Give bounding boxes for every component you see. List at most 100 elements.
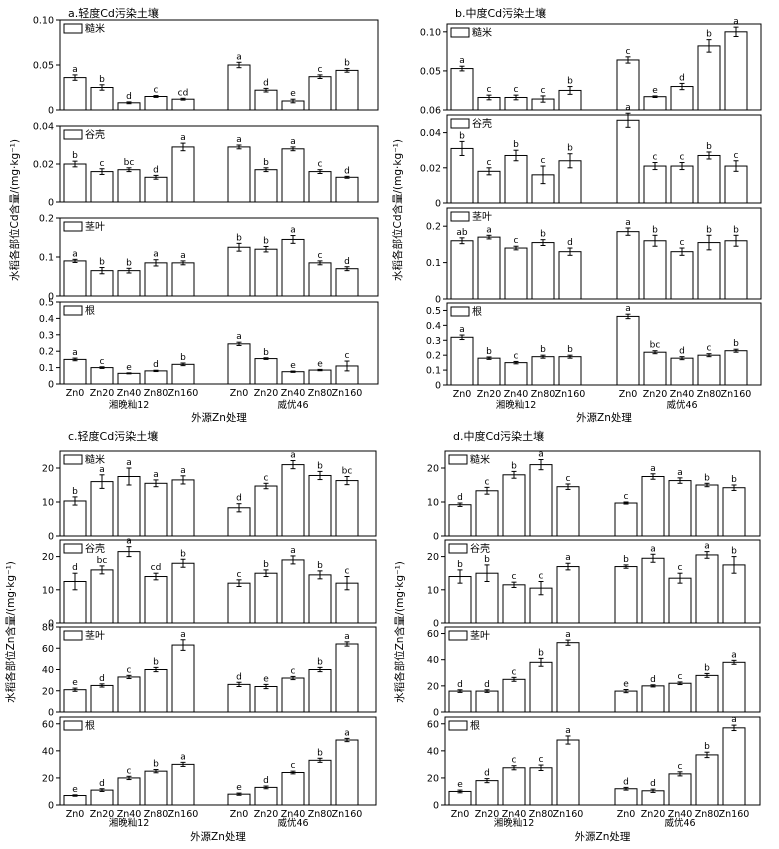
sig-letter-c-3-0-0: e: [72, 785, 78, 795]
legend-swatch-a-3: [63, 305, 83, 316]
group-label-b-1: 威优46: [666, 399, 697, 411]
legend-swatch-b-3: [450, 306, 470, 317]
bar-c-0-1-4: [335, 480, 359, 537]
chart-title-a: a.轻度Cd污染土壤: [68, 6, 159, 20]
y-tick-label-a-3-2: 0.2: [39, 347, 54, 358]
bar-b-1-1-3: [697, 154, 721, 204]
sig-letter-a-0-0-4: cd: [178, 88, 189, 98]
sig-letter-a-2-0-0: a: [72, 249, 78, 259]
bar-c-3-1-2: [281, 772, 305, 806]
sig-letter-c-1-1-3: b: [317, 561, 323, 571]
bar-a-0-0-0: [63, 77, 87, 111]
bar-c-0-1-2: [281, 464, 305, 537]
sig-letter-a-2-1-1: b: [263, 236, 269, 246]
bar-b-3-1-2: [670, 357, 694, 386]
y-tick-label-a-2-1: 0.1: [39, 253, 54, 264]
x-axis-label-d: 外源Zn处理: [575, 830, 631, 843]
bar-a-1-1-4: [335, 176, 359, 203]
bar-b-0-1-1: [643, 96, 667, 111]
sig-letter-c-0-0-0: b: [72, 487, 78, 497]
sig-letter-d-0-0-1: c: [485, 477, 490, 487]
y-tick-label-c-3-0: 0: [48, 801, 54, 812]
bar-a-3-0-1: [90, 367, 114, 385]
bar-c-2-0-0: [63, 689, 87, 713]
panel-frame-c-1: [59, 539, 377, 624]
sig-letter-d-2-0-1: d: [484, 680, 490, 690]
sig-letter-b-2-0-2: c: [514, 236, 519, 246]
sig-letter-c-2-1-2: c: [291, 666, 296, 676]
sig-letter-a-2-1-4: d: [344, 257, 350, 267]
sig-letter-a-0-1-2: e: [290, 89, 296, 99]
sig-letter-d-1-0-1: b: [484, 555, 490, 565]
y-tick-label-c-1-1: 10: [42, 585, 54, 596]
sig-letter-c-0-0-1: a: [99, 465, 105, 475]
bar-b-2-0-1: [477, 236, 501, 300]
legend-label-c-2: 茎叶: [85, 630, 105, 642]
chart-title-c: c.轻度Cd污染土壤: [68, 429, 158, 443]
sig-letter-b-0-1-1: e: [652, 86, 658, 96]
sig-letter-b-2-1-2: c: [680, 238, 685, 248]
sig-letter-c-2-0-3: b: [153, 657, 159, 667]
bar-d-0-0-1: [475, 490, 499, 537]
bar-c-3-1-3: [308, 759, 332, 806]
sig-letter-d-2-0-3: b: [538, 648, 544, 658]
sig-letter-d-1-0-0: b: [457, 560, 463, 570]
sig-letter-c-0-1-0: d: [236, 494, 242, 504]
y-tick-label-b-3-4: 0.4: [426, 321, 441, 332]
panel-frame-c-0: [59, 450, 377, 537]
sig-letter-d-3-0-4: a: [565, 726, 571, 736]
sig-letter-d-2-1-4: a: [731, 650, 737, 660]
y-tick-label-a-3-1: 0.1: [39, 363, 54, 374]
bar-b-2-0-3: [531, 242, 555, 300]
sig-letter-a-2-0-3: a: [153, 250, 159, 260]
sig-letter-d-2-0-4: a: [565, 630, 571, 640]
legend-swatch-c-1: [63, 543, 83, 554]
bar-c-1-1-0: [227, 582, 251, 624]
bar-a-0-0-1: [90, 87, 114, 111]
bar-d-2-0-1: [475, 690, 499, 713]
y-tick-label-b-3-0: 0: [435, 381, 441, 392]
sig-letter-a-3-1-0: a: [236, 332, 242, 342]
y-tick-label-a-3-3: 0.3: [39, 330, 54, 341]
legend-label-d-1: 谷壳: [470, 542, 490, 555]
legend-label-a-1: 谷壳: [85, 128, 105, 141]
bar-b-3-0-0: [450, 336, 474, 386]
bar-c-2-0-1: [90, 684, 114, 713]
sig-letter-d-0-1-3: b: [704, 473, 710, 483]
sig-letter-b-0-1-3: b: [706, 30, 712, 40]
chart-title-b: b.中度Cd污染土壤: [455, 6, 546, 20]
panel-frame-d-1: [444, 539, 761, 624]
legend-swatch-d-3: [448, 720, 468, 731]
sig-letter-c-1-0-3: cd: [151, 563, 162, 573]
sig-letter-d-3-0-2: c: [512, 756, 517, 766]
sig-letter-a-2-0-1: b: [99, 258, 105, 268]
bar-a-3-1-1: [254, 358, 278, 385]
sig-letter-c-1-0-1: bc: [97, 556, 108, 566]
sig-letter-b-2-1-3: b: [706, 225, 712, 235]
legend-label-c-3: 根: [85, 719, 95, 732]
sig-letter-b-3-0-1: b: [486, 347, 492, 357]
sig-letter-d-2-1-3: b: [704, 663, 710, 673]
x-tick-label-d-0-4: Zn160: [553, 809, 584, 820]
x-tick-label-c-0-0: Zn0: [66, 809, 85, 820]
legend-swatch-b-1: [450, 118, 470, 129]
x-tick-label-d-0-0: Zn0: [451, 809, 470, 820]
bar-b-2-1-0: [616, 231, 640, 300]
bar-c-3-1-0: [227, 793, 251, 806]
sig-letter-d-3-0-1: d: [484, 769, 490, 779]
chart-title-d: d.中度Cd污染土壤: [453, 429, 544, 443]
legend-swatch-b-0: [450, 27, 470, 38]
y-tick-label-d-1-2: 20: [427, 552, 439, 563]
bar-a-1-0-3: [144, 176, 168, 203]
bar-d-1-1-2: [668, 577, 692, 624]
bar-b-0-1-4: [724, 31, 748, 111]
y-tick-label-b-3-2: 0.2: [426, 351, 441, 362]
sig-letter-b-1-0-3: c: [541, 156, 546, 166]
legend-label-c-1: 谷壳: [85, 542, 105, 555]
sig-letter-b-0-0-3: c: [541, 86, 546, 96]
sig-letter-b-3-0-4: b: [567, 345, 573, 355]
sig-letter-c-1-1-1: b: [263, 560, 269, 570]
x-tick-label-a-0-1: Zn20: [90, 388, 115, 399]
sig-letter-b-3-0-0: a: [459, 325, 465, 335]
bar-a-3-1-0: [227, 343, 251, 385]
